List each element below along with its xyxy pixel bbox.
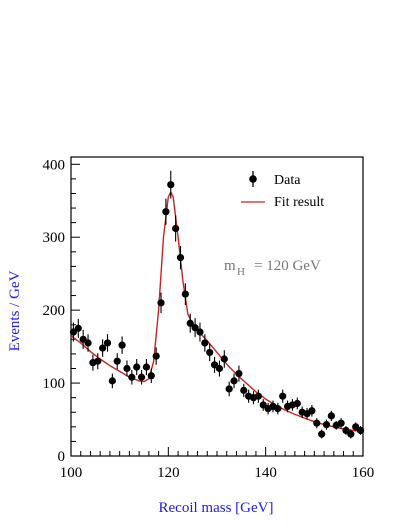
data-point [279,392,287,400]
data-point [162,208,170,216]
data-point [128,373,136,381]
data-point [347,430,355,438]
data-point [254,392,262,400]
annotation-value: = 120 GeV [254,258,321,274]
legend: Data Fit result [241,171,324,210]
y-tick-label: 300 [43,230,66,246]
annotation-symbol: m [224,258,236,274]
fit-curve-layer [70,191,364,432]
data-point [152,352,160,360]
y-tick-label: 0 [58,449,66,465]
data-point [240,386,248,394]
mass-annotation: m H = 120 GeV [224,258,321,278]
x-tick-label: 100 [60,465,83,481]
data-point [103,339,112,347]
annotation-subscript: H [237,266,245,278]
data-point [206,348,214,357]
data-point [137,373,146,381]
data-point [94,357,102,365]
data-point [118,341,126,349]
legend-data-marker [249,175,257,183]
data-point [84,339,92,347]
y-axis-title: Events / GeV [7,270,23,351]
data-point [215,364,224,373]
data-point [176,254,185,262]
data-point [293,399,301,408]
data-point [181,290,189,298]
data-point [356,426,365,435]
x-axis-title: Recoil mass [GeV] [159,500,274,516]
data-point [225,385,233,393]
data-point [147,372,155,380]
data-point [274,404,282,413]
legend-fit-label: Fit result [274,195,324,210]
data-point [220,355,228,363]
data-point [157,299,165,307]
data-point [327,412,335,420]
legend-data-label: Data [274,173,301,188]
data-point [133,363,141,371]
data-point [196,328,204,336]
y-tick-label: 400 [43,157,66,173]
data-point [313,419,321,427]
data-point [99,344,107,352]
data-point [308,407,316,415]
data-point [123,364,131,373]
x-tick-label: 160 [352,465,375,481]
data-point [230,377,238,385]
x-tick-label: 120 [157,465,180,481]
data-point [235,369,243,378]
data-points-layer [69,170,365,439]
data-point [142,363,151,371]
x-tick-label: 140 [254,465,277,481]
data-point [74,324,82,332]
data-point [108,377,116,385]
data-point [167,181,175,189]
y-tick-label: 100 [43,376,66,392]
data-point [337,419,345,427]
y-tick-label: 200 [43,303,66,319]
data-point [191,324,199,332]
data-point [322,421,331,429]
data-point [113,357,121,365]
data-point [172,224,180,233]
data-point [186,319,194,327]
fit-curve [70,191,364,432]
data-point [318,430,326,438]
data-point [201,339,209,347]
